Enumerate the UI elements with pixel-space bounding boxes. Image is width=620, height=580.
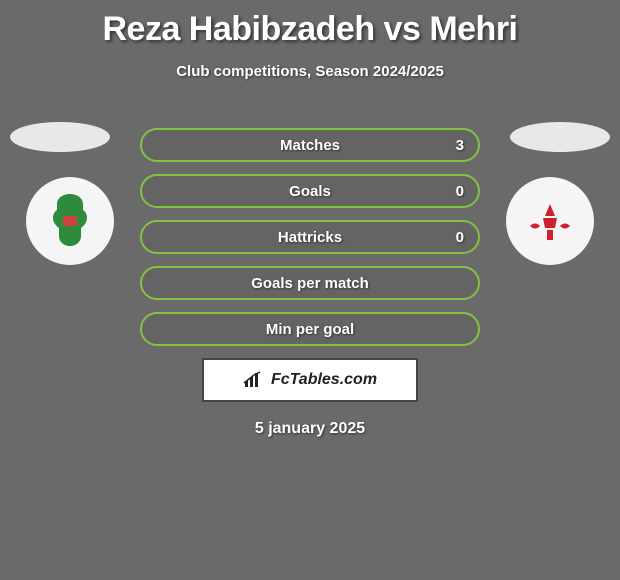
brand-box[interactable]: FcTables.com: [202, 358, 418, 402]
stats-container: Matches 3 Goals 0 Hattricks 0 Goals per …: [140, 128, 480, 346]
club-logo-left-icon: [35, 186, 105, 256]
stat-row-hattricks: Hattricks 0: [140, 220, 480, 254]
subtitle: Club competitions, Season 2024/2025: [0, 63, 620, 80]
stat-label: Matches: [280, 137, 340, 154]
stat-row-goals: Goals 0: [140, 174, 480, 208]
brand-label: FcTables.com: [271, 371, 377, 389]
player-photo-left: [10, 122, 110, 152]
stat-label: Goals per match: [251, 275, 369, 292]
stat-right-value: 0: [456, 229, 464, 246]
stat-row-matches: Matches 3: [140, 128, 480, 162]
club-logo-right-icon: [515, 186, 585, 256]
stat-label: Min per goal: [266, 321, 354, 338]
brand-chart-icon: [243, 371, 265, 389]
club-badge-left: [26, 177, 114, 265]
stat-right-value: 3: [456, 137, 464, 154]
stat-row-goals-per-match: Goals per match: [140, 266, 480, 300]
club-badge-right: [506, 177, 594, 265]
date-label: 5 january 2025: [0, 420, 620, 438]
page-title: Reza Habibzadeh vs Mehri: [0, 0, 620, 49]
stat-label: Hattricks: [278, 229, 342, 246]
stat-right-value: 0: [456, 183, 464, 200]
stat-label: Goals: [289, 183, 331, 200]
stat-row-min-per-goal: Min per goal: [140, 312, 480, 346]
player-photo-right: [510, 122, 610, 152]
